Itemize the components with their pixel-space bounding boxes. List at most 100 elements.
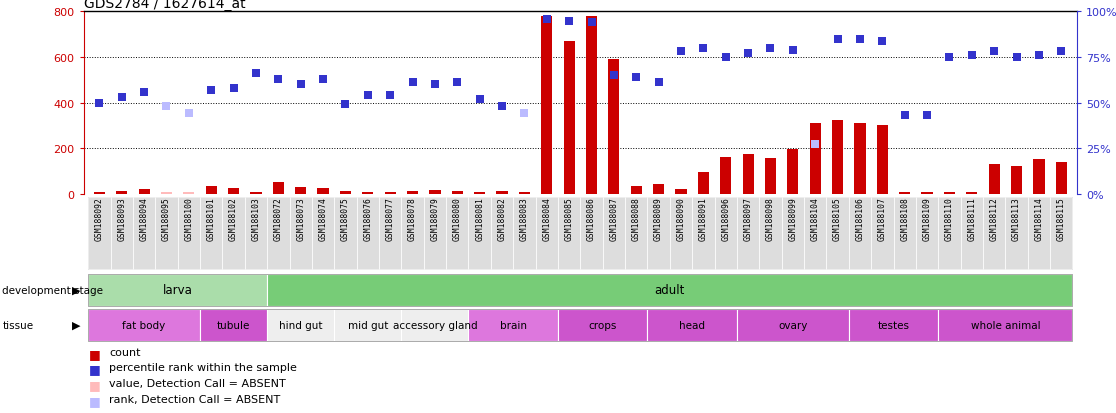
Point xyxy=(874,38,892,45)
Text: accessory gland: accessory gland xyxy=(393,320,478,330)
Point xyxy=(493,104,511,110)
Bar xyxy=(1056,162,1067,194)
Bar xyxy=(564,42,575,194)
Point xyxy=(224,85,242,92)
Text: GSM188072: GSM188072 xyxy=(273,197,282,240)
Text: hind gut: hind gut xyxy=(279,320,323,330)
Text: GSM188076: GSM188076 xyxy=(364,197,373,240)
Bar xyxy=(88,274,267,306)
Text: GSM188092: GSM188092 xyxy=(95,197,104,240)
Bar xyxy=(698,173,709,194)
Text: ▶: ▶ xyxy=(71,285,80,295)
Text: GSM188097: GSM188097 xyxy=(743,197,752,240)
Bar xyxy=(244,197,267,269)
Bar xyxy=(939,197,961,269)
Bar xyxy=(116,192,127,194)
Point xyxy=(806,142,824,148)
Bar xyxy=(138,190,150,194)
Text: GSM188084: GSM188084 xyxy=(542,197,551,240)
Point xyxy=(852,36,869,43)
Bar xyxy=(289,197,311,269)
Bar xyxy=(1011,167,1022,194)
Text: GSM188091: GSM188091 xyxy=(699,197,708,240)
Bar xyxy=(379,197,402,269)
Text: GSM188098: GSM188098 xyxy=(766,197,775,240)
Point xyxy=(314,76,331,83)
Text: fat body: fat body xyxy=(123,320,165,330)
Bar xyxy=(849,309,939,341)
Text: GSM188081: GSM188081 xyxy=(475,197,484,240)
Bar xyxy=(340,192,352,194)
Point xyxy=(157,104,175,110)
Point xyxy=(337,102,355,108)
Bar xyxy=(826,197,849,269)
Text: mid gut: mid gut xyxy=(347,320,388,330)
Bar xyxy=(855,124,866,194)
Bar xyxy=(94,193,105,194)
Point xyxy=(694,45,712,52)
Point xyxy=(829,36,847,43)
Point xyxy=(896,113,914,119)
Text: GSM188095: GSM188095 xyxy=(162,197,171,240)
Text: GSM188103: GSM188103 xyxy=(251,197,260,240)
Point xyxy=(516,111,533,117)
Bar xyxy=(200,309,267,341)
Point xyxy=(113,95,131,101)
Point xyxy=(963,53,981,59)
Bar xyxy=(430,191,441,194)
Bar xyxy=(267,197,289,269)
Bar xyxy=(424,197,446,269)
Point xyxy=(783,47,801,54)
Bar xyxy=(491,197,513,269)
Point xyxy=(761,45,779,52)
Bar xyxy=(714,197,737,269)
Text: ■: ■ xyxy=(89,347,102,360)
Bar xyxy=(88,197,110,269)
Bar xyxy=(692,197,714,269)
Text: GSM188105: GSM188105 xyxy=(833,197,843,240)
Bar xyxy=(809,124,820,194)
Bar xyxy=(1033,160,1045,194)
Point xyxy=(382,93,400,99)
Point xyxy=(269,76,287,83)
Bar xyxy=(833,120,844,194)
Text: value, Detection Call = ABSENT: value, Detection Call = ABSENT xyxy=(109,378,286,388)
Bar xyxy=(558,197,580,269)
Bar xyxy=(1006,197,1028,269)
Bar xyxy=(469,309,558,341)
Text: GSM188080: GSM188080 xyxy=(453,197,462,240)
Bar xyxy=(295,188,306,194)
Text: GSM188101: GSM188101 xyxy=(206,197,215,240)
Bar xyxy=(939,309,1072,341)
Text: GSM188107: GSM188107 xyxy=(878,197,887,240)
Bar xyxy=(402,197,424,269)
Bar xyxy=(1050,197,1072,269)
Text: GSM188100: GSM188100 xyxy=(184,197,193,240)
Text: tissue: tissue xyxy=(2,320,33,330)
Bar xyxy=(250,193,261,194)
Bar xyxy=(205,186,217,194)
Bar xyxy=(228,188,239,194)
Text: ■: ■ xyxy=(89,363,102,375)
Bar xyxy=(133,197,155,269)
Text: GSM188087: GSM188087 xyxy=(609,197,618,240)
Bar xyxy=(899,193,911,194)
Bar xyxy=(311,197,335,269)
Point xyxy=(716,55,734,61)
Bar xyxy=(177,197,200,269)
Bar xyxy=(625,197,647,269)
Point xyxy=(538,17,556,23)
Point xyxy=(627,74,645,81)
Bar xyxy=(781,197,804,269)
Text: GSM188093: GSM188093 xyxy=(117,197,126,240)
Text: GSM188115: GSM188115 xyxy=(1057,197,1066,240)
Bar xyxy=(916,197,939,269)
Bar xyxy=(452,192,463,194)
Text: GSM188114: GSM188114 xyxy=(1035,197,1043,240)
Bar xyxy=(894,197,916,269)
Bar xyxy=(469,197,491,269)
Text: percentile rank within the sample: percentile rank within the sample xyxy=(109,363,297,373)
Bar xyxy=(402,309,469,341)
Bar xyxy=(335,197,357,269)
Bar xyxy=(670,197,692,269)
